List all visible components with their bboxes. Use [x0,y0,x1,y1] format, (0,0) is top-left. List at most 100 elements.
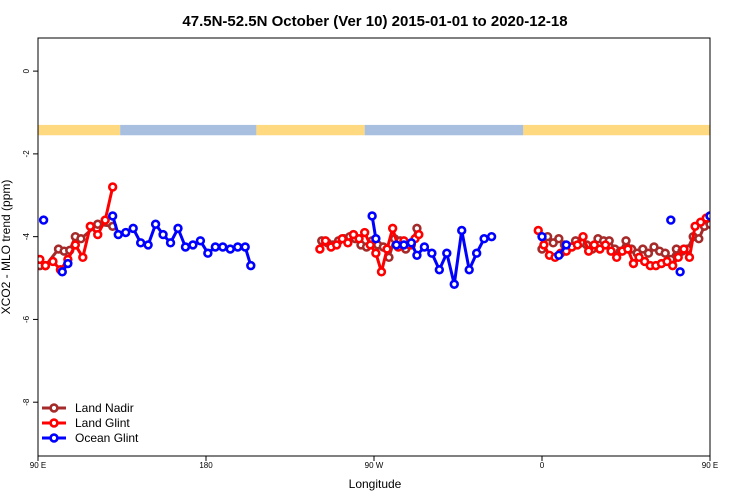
data-point [343,238,353,248]
y-tick-label: -2 [22,150,31,158]
data-point [354,234,364,244]
data-point [486,231,497,242]
data-point [583,246,594,256]
data-point [561,240,571,250]
data-point [78,252,88,263]
data-point [412,250,422,260]
data-point [442,248,452,258]
data-point [188,240,198,250]
data-point [371,234,381,244]
data-point [158,229,168,240]
data-point [736,239,743,246]
land-ocean-strip [38,124,710,136]
data-point [40,260,51,271]
data-point [76,234,86,244]
y-tick-label: -4 [22,233,31,241]
data-point [359,227,370,238]
data-point [387,223,398,234]
data-point [578,231,588,242]
data-point [694,234,704,244]
legend-label: Land Nadir [75,401,134,415]
y-tick-label: -8 [22,398,31,406]
data-point [554,234,564,244]
data-point [225,244,235,254]
x-tick-label: 180 [199,461,213,470]
series-line [708,215,710,220]
data-point [376,267,387,277]
data-point [643,248,654,258]
data-point [150,219,161,229]
data-point [667,260,678,271]
x-axis-label: Longitude [349,477,402,491]
data-point [100,215,110,225]
data-point [371,248,381,258]
data-point [419,242,430,252]
data-point [382,244,392,254]
data-point [135,238,146,248]
data-point [85,221,95,232]
data-point [195,236,206,246]
data-point [240,242,250,252]
data-point [128,223,138,234]
legend-label: Land Glint [75,416,130,430]
data-point [539,240,549,250]
data-point [173,223,183,234]
y-tick-label: 0 [22,68,31,73]
data-point [449,279,459,289]
y-axis-label: XCO2 - MLO trend (ppm) [0,180,13,315]
data-series-layer [38,182,750,289]
data-point [365,240,375,250]
data-point [93,229,103,240]
data-point [107,211,118,221]
data-point [554,250,564,260]
legend-marker [49,433,59,443]
data-point [537,231,547,242]
data-point [218,242,228,252]
data-point [457,225,467,236]
data-point [391,240,402,250]
data-point [660,248,670,258]
data-point [165,238,176,248]
data-point [628,258,639,269]
chart-title: 47.5N-52.5N October (Ver 10) 2015-01-01 … [182,13,567,30]
data-point [434,265,445,275]
x-tick-label: 90 E [702,461,718,470]
data-point [48,256,58,267]
data-point [233,242,243,252]
data-point [729,225,736,232]
strip-ocean-3 [364,124,524,136]
data-point [63,258,73,269]
data-point [623,244,633,254]
data-point [744,242,750,249]
data-point [666,215,676,225]
data-point [722,229,729,236]
data-point [70,240,81,250]
data-point [479,234,489,244]
data-point [684,252,695,263]
y-axis: 0 -2 -4 -6 -8 [22,68,38,406]
data-point [406,238,417,248]
y-tick-label: -6 [22,315,31,323]
data-point [714,231,721,238]
x-tick-label: 90 E [30,461,46,470]
legend-label: Ocean Glint [75,431,139,445]
data-point [414,229,424,240]
data-point [315,244,325,254]
data-point [38,254,45,265]
series-ocean-glint [38,211,750,289]
legend-marker [49,403,59,413]
data-point [203,248,213,258]
data-point [621,236,631,246]
data-point [38,215,49,225]
data-point [399,240,409,250]
strip-land-4 [523,124,710,136]
data-point [611,252,622,263]
strip-land-2 [256,124,365,136]
data-point [331,240,342,250]
series-line [111,215,253,267]
data-point [606,246,616,256]
strip-land-0 [38,124,121,136]
data-point [93,219,103,229]
